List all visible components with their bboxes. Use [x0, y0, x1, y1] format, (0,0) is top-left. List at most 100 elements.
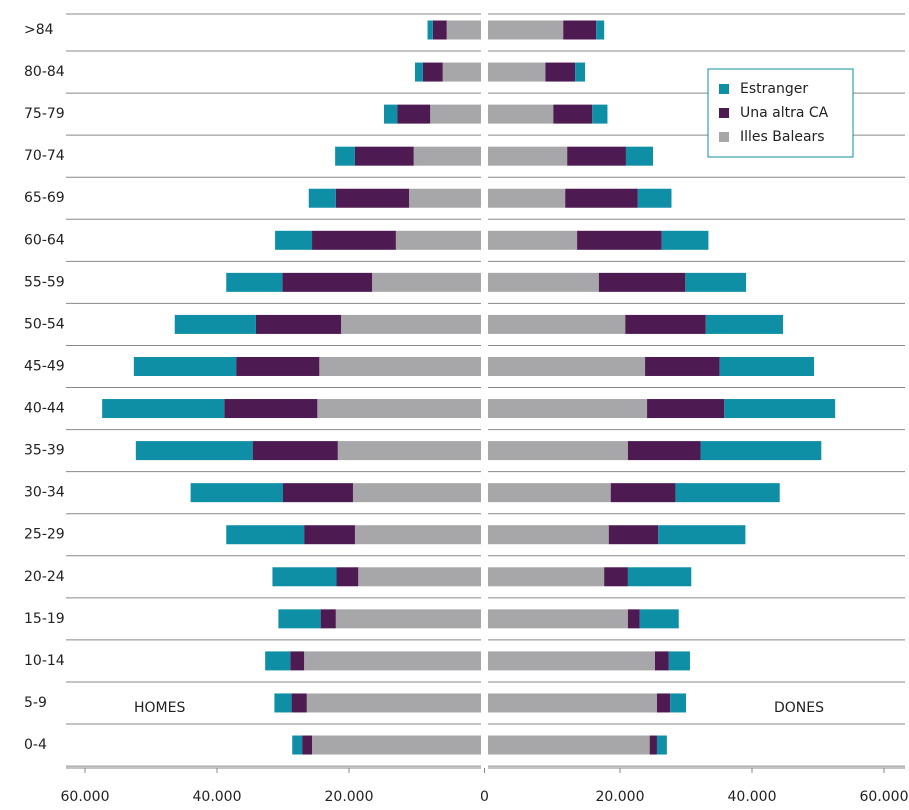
bar: [637, 188, 672, 208]
bar: [302, 735, 313, 755]
bar: [604, 567, 628, 587]
y-tick-label: 0-4: [24, 737, 47, 753]
bar: [291, 693, 307, 713]
y-tick-label: 60-64: [24, 232, 65, 248]
bar: [488, 399, 648, 419]
bar: [654, 651, 669, 671]
bar: [135, 441, 253, 461]
bar: [312, 230, 396, 250]
bar: [290, 651, 305, 671]
bar: [190, 483, 283, 503]
bar: [545, 62, 576, 82]
bar: [488, 525, 609, 545]
bar: [598, 272, 686, 292]
center-gap: [481, 0, 488, 770]
bar: [427, 20, 433, 40]
bar: [488, 230, 578, 250]
y-tick-label: 35-39: [24, 443, 65, 459]
bar: [488, 651, 655, 671]
bar: [133, 356, 237, 376]
bar: [442, 62, 481, 82]
bar: [625, 314, 706, 334]
bar: [354, 525, 481, 545]
bar: [446, 20, 481, 40]
bar: [658, 525, 746, 545]
x-tick-label: 40.000: [728, 789, 777, 805]
bar: [488, 188, 566, 208]
x-tick-label: 20.000: [325, 789, 374, 805]
bar: [577, 230, 662, 250]
x-tick-label: 60.000: [61, 789, 110, 805]
bar: [252, 441, 338, 461]
bar: [275, 230, 313, 250]
side-label: HOMES: [134, 700, 185, 716]
bar: [610, 483, 676, 503]
legend-label: Una altra CA: [740, 105, 829, 121]
bar: [647, 399, 725, 419]
bar: [174, 314, 256, 334]
bar: [102, 399, 225, 419]
legend-swatch: [719, 132, 729, 142]
bar: [335, 188, 410, 208]
bar: [304, 651, 481, 671]
bar: [488, 567, 605, 587]
bar: [488, 356, 646, 376]
bar: [283, 483, 353, 503]
bar: [575, 62, 586, 82]
bar: [358, 567, 481, 587]
y-tick-label: 30-34: [24, 485, 65, 501]
bar: [372, 272, 481, 292]
bar: [565, 188, 638, 208]
bar: [685, 272, 747, 292]
bar: [335, 609, 481, 629]
bar: [336, 567, 359, 587]
bar: [272, 567, 337, 587]
bar: [608, 525, 659, 545]
bar: [317, 399, 481, 419]
bar: [341, 314, 481, 334]
bar: [488, 609, 628, 629]
bar: [312, 735, 481, 755]
bar: [488, 314, 626, 334]
bar: [226, 272, 283, 292]
bar: [304, 525, 355, 545]
y-tick-label: 40-44: [24, 401, 65, 417]
bar: [488, 441, 628, 461]
bar: [639, 609, 679, 629]
bar: [278, 609, 321, 629]
y-tick-label: 15-19: [24, 611, 65, 627]
side-label: DONES: [774, 700, 824, 716]
bar: [656, 693, 671, 713]
bar: [488, 693, 657, 713]
bar: [627, 609, 640, 629]
bar: [661, 230, 709, 250]
bar: [306, 693, 481, 713]
bar: [255, 314, 342, 334]
bar: [700, 441, 822, 461]
y-tick-label: 20-24: [24, 569, 65, 585]
bar: [337, 441, 481, 461]
y-tick-label: >84: [24, 22, 54, 38]
bar: [592, 104, 608, 124]
bar: [320, 609, 336, 629]
bar: [409, 188, 481, 208]
bar: [354, 146, 414, 166]
bar: [226, 525, 305, 545]
y-tick-label: 70-74: [24, 148, 65, 164]
bar: [383, 104, 398, 124]
bar: [319, 356, 481, 376]
bar: [265, 651, 291, 671]
bar: [224, 399, 318, 419]
bar: [335, 146, 355, 166]
y-tick-label: 55-59: [24, 274, 65, 290]
bar: [274, 693, 292, 713]
bar: [422, 62, 443, 82]
x-tick-label: 40.000: [193, 789, 242, 805]
legend-box: [707, 68, 854, 158]
bar: [352, 483, 481, 503]
legend-swatch: [719, 84, 729, 94]
bar: [308, 188, 336, 208]
x-tick-label: 0: [480, 789, 489, 805]
y-tick-label: 50-54: [24, 316, 65, 332]
